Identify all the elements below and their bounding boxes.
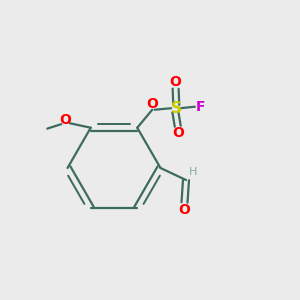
- Text: O: O: [172, 126, 184, 140]
- Text: O: O: [170, 75, 182, 89]
- Text: O: O: [178, 203, 190, 217]
- Text: F: F: [196, 100, 206, 114]
- Text: S: S: [171, 101, 182, 116]
- Text: O: O: [146, 97, 158, 111]
- Text: H: H: [189, 167, 198, 177]
- Text: O: O: [59, 112, 71, 127]
